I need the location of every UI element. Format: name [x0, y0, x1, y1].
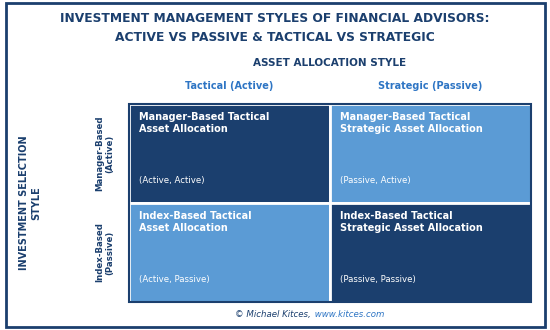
Text: Tactical (Active): Tactical (Active)	[185, 81, 274, 91]
Text: (Active, Active): (Active, Active)	[139, 176, 205, 185]
Text: Manager-Based Tactical
Strategic Asset Allocation: Manager-Based Tactical Strategic Asset A…	[340, 112, 483, 134]
Text: © Michael Kitces,: © Michael Kitces,	[235, 311, 311, 319]
Text: (Passive, Active): (Passive, Active)	[340, 176, 410, 185]
Text: INVESTMENT SELECTION
STYLE: INVESTMENT SELECTION STYLE	[19, 136, 41, 270]
Text: Index-Based Tactical
Strategic Asset Allocation: Index-Based Tactical Strategic Asset All…	[340, 211, 483, 233]
Text: Index-Based Tactical
Asset Allocation: Index-Based Tactical Asset Allocation	[139, 211, 252, 233]
Text: ACTIVE VS PASSIVE & TACTICAL VS STRATEGIC: ACTIVE VS PASSIVE & TACTICAL VS STRATEGI…	[115, 31, 435, 44]
Text: INVESTMENT MANAGEMENT STYLES OF FINANCIAL ADVISORS:: INVESTMENT MANAGEMENT STYLES OF FINANCIA…	[60, 12, 490, 24]
Text: Strategic (Passive): Strategic (Passive)	[378, 81, 482, 91]
Text: Manager-Based Tactical
Asset Allocation: Manager-Based Tactical Asset Allocation	[139, 112, 270, 134]
Text: www.kitces.com: www.kitces.com	[312, 311, 385, 319]
Text: ASSET ALLOCATION STYLE: ASSET ALLOCATION STYLE	[254, 58, 406, 68]
Text: Index-Based
(Passive): Index-Based (Passive)	[95, 222, 114, 282]
Text: (Active, Passive): (Active, Passive)	[139, 275, 210, 284]
Text: Manager-Based
(Active): Manager-Based (Active)	[95, 116, 114, 191]
Text: (Passive, Passive): (Passive, Passive)	[340, 275, 416, 284]
